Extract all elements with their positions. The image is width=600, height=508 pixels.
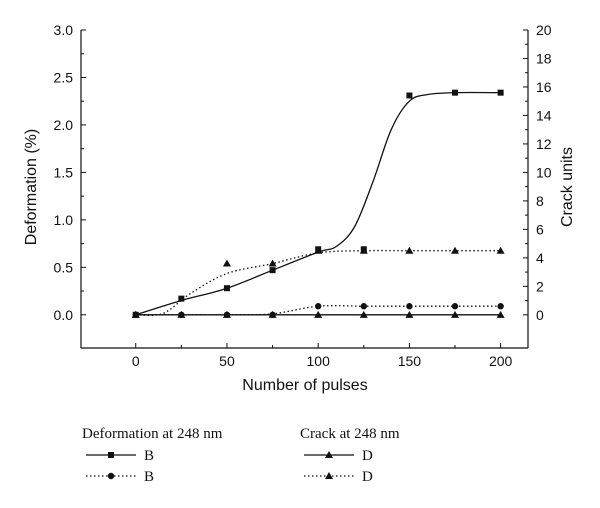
legend-marker bbox=[107, 472, 115, 480]
legend-entry-deform_solid: B bbox=[86, 448, 154, 464]
legend-marker bbox=[108, 452, 114, 458]
data-point-deform_solid bbox=[406, 92, 413, 99]
x-tick-label: 50 bbox=[219, 353, 235, 369]
data-point-deform_solid bbox=[223, 285, 230, 292]
y-right-tick-label: 16 bbox=[536, 79, 552, 95]
series-deform_solid bbox=[132, 89, 504, 318]
y-left-tick-label: 0.0 bbox=[54, 307, 74, 323]
y-left-tick-label: 0.5 bbox=[54, 259, 74, 275]
legend-label: B bbox=[144, 448, 154, 464]
data-point-crack_solid bbox=[268, 310, 277, 318]
y-right-tick-label: 10 bbox=[536, 164, 552, 180]
data-point-crack_dotted bbox=[314, 246, 323, 254]
data-point-deform_solid bbox=[178, 295, 185, 302]
data-point-crack_solid bbox=[405, 310, 414, 318]
data-point-crack_solid bbox=[222, 310, 231, 318]
data-point-crack_dotted bbox=[359, 246, 368, 254]
y-right-tick-label: 12 bbox=[536, 136, 552, 152]
data-point-crack_solid bbox=[451, 310, 460, 318]
data-point-crack_dotted bbox=[131, 310, 140, 318]
data-point-crack_dotted bbox=[268, 259, 277, 267]
data-point-deform_dotted bbox=[360, 303, 367, 310]
legend-label: B bbox=[144, 469, 154, 485]
y-right-tick-label: 14 bbox=[536, 107, 552, 123]
data-point-crack_solid bbox=[177, 310, 186, 318]
data-point-crack_dotted bbox=[496, 246, 505, 254]
legend-group-crack-title: Crack at 248 nm bbox=[300, 426, 400, 442]
x-tick-label: 150 bbox=[398, 353, 422, 369]
series-crack_dotted bbox=[131, 246, 505, 318]
y-right-axis-ticks: 0 2 4 6 8 10 12 14 16 18 20 bbox=[523, 22, 552, 323]
data-point-deform_dotted bbox=[406, 303, 413, 310]
data-point-deform_dotted bbox=[497, 303, 504, 310]
data-point-deform_solid bbox=[497, 89, 504, 96]
data-point-crack_solid bbox=[359, 310, 368, 318]
y-left-tick-label: 2.0 bbox=[54, 117, 74, 133]
y-left-axis-title: Deformation (%) bbox=[23, 129, 40, 245]
y-right-tick-label: 8 bbox=[536, 193, 544, 209]
y-left-tick-label: 3.0 bbox=[54, 22, 74, 38]
x-tick-label: 0 bbox=[132, 353, 140, 369]
y-right-tick-label: 4 bbox=[536, 250, 544, 266]
series-layer bbox=[131, 89, 505, 318]
legend-marker bbox=[325, 472, 333, 479]
y-right-tick-label: 0 bbox=[536, 307, 544, 323]
data-point-deform_solid bbox=[269, 267, 276, 274]
legend: Deformation at 248 nm Crack at 248 nm BB… bbox=[82, 426, 400, 485]
y-left-tick-label: 2.5 bbox=[54, 69, 74, 85]
y-left-tick-label: 1.5 bbox=[54, 164, 74, 180]
y-right-tick-label: 6 bbox=[536, 221, 544, 237]
data-point-crack_dotted bbox=[451, 246, 460, 254]
data-point-deform_dotted bbox=[451, 303, 459, 310]
y-right-tick-label: 20 bbox=[536, 22, 552, 38]
legend-marker bbox=[325, 451, 333, 458]
data-point-deform_dotted bbox=[314, 303, 322, 310]
legend-label: D bbox=[362, 448, 373, 464]
y-right-tick-label: 18 bbox=[536, 50, 552, 66]
legend-entry-deform_dotted: B bbox=[86, 469, 154, 485]
data-point-crack_solid bbox=[314, 310, 323, 318]
legend-entry-crack_dotted: D bbox=[304, 469, 373, 485]
legend-label: D bbox=[362, 469, 373, 485]
y-left-axis-ticks: 0.0 0.5 1.0 1.5 2.0 2.5 3.0 bbox=[54, 22, 86, 323]
x-tick-label: 200 bbox=[489, 353, 513, 369]
y-right-axis-title: Crack units bbox=[559, 147, 576, 227]
series-crack_solid bbox=[131, 310, 505, 318]
x-axis-title: Number of pulses bbox=[242, 377, 367, 394]
legend-entry-crack_solid: D bbox=[304, 448, 373, 464]
data-point-crack_solid bbox=[496, 310, 505, 318]
series-line-deform_solid bbox=[135, 91, 501, 316]
data-point-crack_dotted bbox=[222, 259, 231, 267]
data-point-deform_solid bbox=[452, 89, 459, 96]
plot-frame bbox=[80, 30, 529, 349]
x-axis-ticks: 0 50 100 150 200 bbox=[132, 343, 513, 369]
x-tick-label: 100 bbox=[307, 353, 331, 369]
y-right-tick-label: 2 bbox=[536, 278, 544, 294]
data-point-crack_dotted bbox=[405, 246, 414, 254]
legend-group-deformation-title: Deformation at 248 nm bbox=[82, 426, 223, 442]
y-left-tick-label: 1.0 bbox=[54, 212, 74, 228]
